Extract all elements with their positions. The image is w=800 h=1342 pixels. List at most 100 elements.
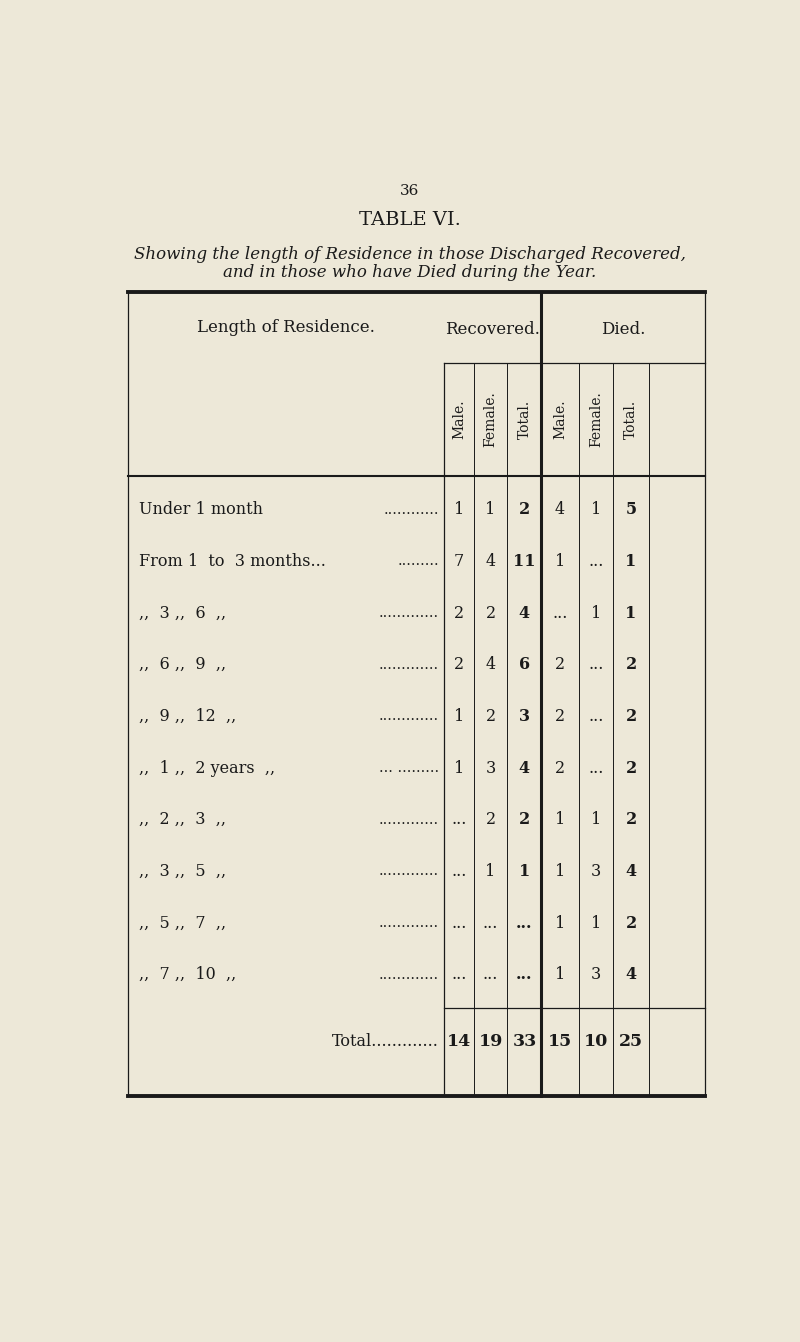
- Text: 2: 2: [626, 812, 637, 828]
- Text: 1: 1: [454, 709, 464, 725]
- Text: 1: 1: [486, 502, 496, 518]
- Text: .............: .............: [379, 968, 439, 982]
- Text: 4: 4: [486, 553, 496, 570]
- Text: .............: .............: [379, 917, 439, 930]
- Text: Recovered.: Recovered.: [446, 321, 540, 338]
- Text: 2: 2: [486, 709, 496, 725]
- Text: ...: ...: [588, 553, 604, 570]
- Text: 4: 4: [519, 760, 530, 777]
- Text: 2: 2: [555, 760, 565, 777]
- Text: 3: 3: [519, 709, 530, 725]
- Text: ...: ...: [483, 966, 498, 984]
- Text: ... .........: ... .........: [379, 761, 439, 776]
- Text: and in those who have Died during the Year.: and in those who have Died during the Ye…: [223, 264, 597, 282]
- Text: ...: ...: [552, 605, 568, 621]
- Text: Total.............: Total.............: [332, 1033, 439, 1051]
- Text: 1: 1: [555, 863, 565, 880]
- Text: 2: 2: [555, 709, 565, 725]
- Text: 3: 3: [486, 760, 496, 777]
- Text: 1: 1: [518, 863, 530, 880]
- Text: 2: 2: [486, 605, 496, 621]
- Text: 36: 36: [400, 184, 420, 197]
- Text: .............: .............: [379, 607, 439, 620]
- Text: ,,  9 ,,  12  ,,: ,, 9 ,, 12 ,,: [139, 709, 236, 725]
- Text: 2: 2: [518, 812, 530, 828]
- Text: 4: 4: [555, 502, 565, 518]
- Text: Under 1 month: Under 1 month: [139, 502, 263, 518]
- Text: 2: 2: [518, 502, 530, 518]
- Text: Female.: Female.: [483, 392, 498, 447]
- Text: 33: 33: [512, 1033, 537, 1051]
- Text: Male.: Male.: [452, 400, 466, 439]
- Text: 2: 2: [486, 812, 496, 828]
- Text: ...: ...: [451, 812, 466, 828]
- Text: ,,  7 ,,  10  ,,: ,, 7 ,, 10 ,,: [139, 966, 236, 984]
- Text: 25: 25: [619, 1033, 643, 1051]
- Text: ............: ............: [384, 503, 439, 517]
- Text: From 1  to  3 months...: From 1 to 3 months...: [139, 553, 326, 570]
- Text: 1: 1: [555, 915, 565, 931]
- Text: 4: 4: [626, 966, 637, 984]
- Text: Total.: Total.: [624, 400, 638, 439]
- Text: 2: 2: [555, 656, 565, 674]
- Text: 3: 3: [591, 863, 601, 880]
- Text: 15: 15: [548, 1033, 572, 1051]
- Text: Male.: Male.: [553, 400, 567, 439]
- Text: 2: 2: [454, 656, 464, 674]
- Text: 1: 1: [454, 502, 464, 518]
- Text: .............: .............: [379, 710, 439, 723]
- Text: ...: ...: [451, 863, 466, 880]
- Text: ...: ...: [516, 915, 533, 931]
- Text: ,,  6 ,,  9  ,,: ,, 6 ,, 9 ,,: [139, 656, 226, 674]
- Text: 1: 1: [454, 760, 464, 777]
- Text: 6: 6: [519, 656, 530, 674]
- Text: .............: .............: [379, 658, 439, 672]
- Text: 3: 3: [591, 966, 601, 984]
- Text: 11: 11: [513, 553, 536, 570]
- Text: 1: 1: [591, 915, 601, 931]
- Text: ...: ...: [588, 656, 604, 674]
- Text: ,,  2 ,,  3  ,,: ,, 2 ,, 3 ,,: [139, 812, 226, 828]
- Text: Died.: Died.: [601, 321, 645, 338]
- Text: 1: 1: [591, 812, 601, 828]
- Text: Female.: Female.: [589, 392, 603, 447]
- Text: ...: ...: [451, 966, 466, 984]
- Text: 1: 1: [555, 812, 565, 828]
- Text: 2: 2: [626, 656, 637, 674]
- Text: ...: ...: [516, 966, 533, 984]
- Text: 7: 7: [454, 553, 464, 570]
- Text: 4: 4: [486, 656, 496, 674]
- Text: .............: .............: [379, 813, 439, 827]
- Text: 2: 2: [626, 915, 637, 931]
- Text: ,,  5 ,,  7  ,,: ,, 5 ,, 7 ,,: [139, 915, 226, 931]
- Text: 1: 1: [591, 502, 601, 518]
- Text: Total.: Total.: [518, 400, 531, 439]
- Text: 5: 5: [626, 502, 637, 518]
- Text: ...: ...: [588, 760, 604, 777]
- Text: 4: 4: [626, 863, 637, 880]
- Text: 14: 14: [447, 1033, 471, 1051]
- Text: 10: 10: [584, 1033, 608, 1051]
- Text: ,,  3 ,,  6  ,,: ,, 3 ,, 6 ,,: [139, 605, 226, 621]
- Text: 4: 4: [519, 605, 530, 621]
- Text: TABLE VI.: TABLE VI.: [359, 211, 461, 228]
- Text: .............: .............: [379, 864, 439, 879]
- Text: 1: 1: [626, 553, 637, 570]
- Text: ...: ...: [483, 915, 498, 931]
- Text: 1: 1: [555, 553, 565, 570]
- Text: 2: 2: [454, 605, 464, 621]
- Text: 1: 1: [591, 605, 601, 621]
- Text: 1: 1: [486, 863, 496, 880]
- Text: 1: 1: [626, 605, 637, 621]
- Text: ,,  3 ,,  5  ,,: ,, 3 ,, 5 ,,: [139, 863, 226, 880]
- Text: Showing the length of Residence in those Discharged Recovered,: Showing the length of Residence in those…: [134, 246, 686, 263]
- Text: ...: ...: [588, 709, 604, 725]
- Text: 2: 2: [626, 709, 637, 725]
- Text: ,,  1 ,,  2 years  ,,: ,, 1 ,, 2 years ,,: [139, 760, 275, 777]
- Text: 19: 19: [478, 1033, 502, 1051]
- Text: 1: 1: [555, 966, 565, 984]
- Text: ...: ...: [451, 915, 466, 931]
- Text: .........: .........: [398, 554, 439, 569]
- Text: 2: 2: [626, 760, 637, 777]
- Text: Length of Residence.: Length of Residence.: [197, 319, 375, 336]
